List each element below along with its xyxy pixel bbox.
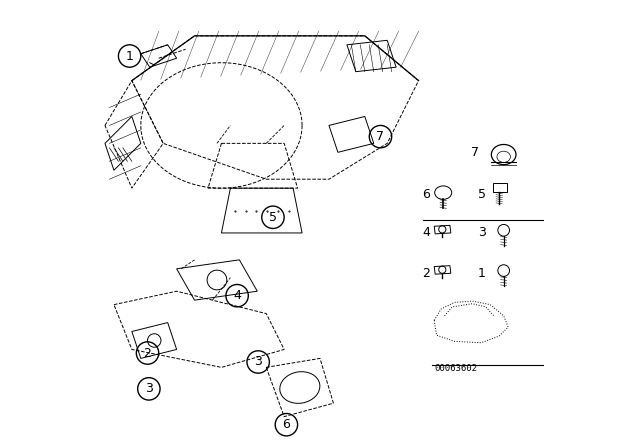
- Text: 4: 4: [422, 226, 430, 240]
- Text: 2: 2: [422, 267, 430, 280]
- Text: 3: 3: [478, 226, 486, 240]
- Text: 3: 3: [145, 382, 153, 396]
- Text: 1: 1: [125, 49, 134, 63]
- Text: 6: 6: [422, 188, 430, 202]
- Text: 4: 4: [233, 289, 241, 302]
- Text: 7: 7: [471, 146, 479, 159]
- Text: 3: 3: [254, 355, 262, 369]
- Text: 00063602: 00063602: [435, 364, 477, 373]
- Text: 7: 7: [376, 130, 385, 143]
- Text: 6: 6: [282, 418, 291, 431]
- Text: 5: 5: [477, 188, 486, 202]
- Text: 1: 1: [478, 267, 486, 280]
- Text: 5: 5: [269, 211, 277, 224]
- Text: 2: 2: [143, 346, 152, 360]
